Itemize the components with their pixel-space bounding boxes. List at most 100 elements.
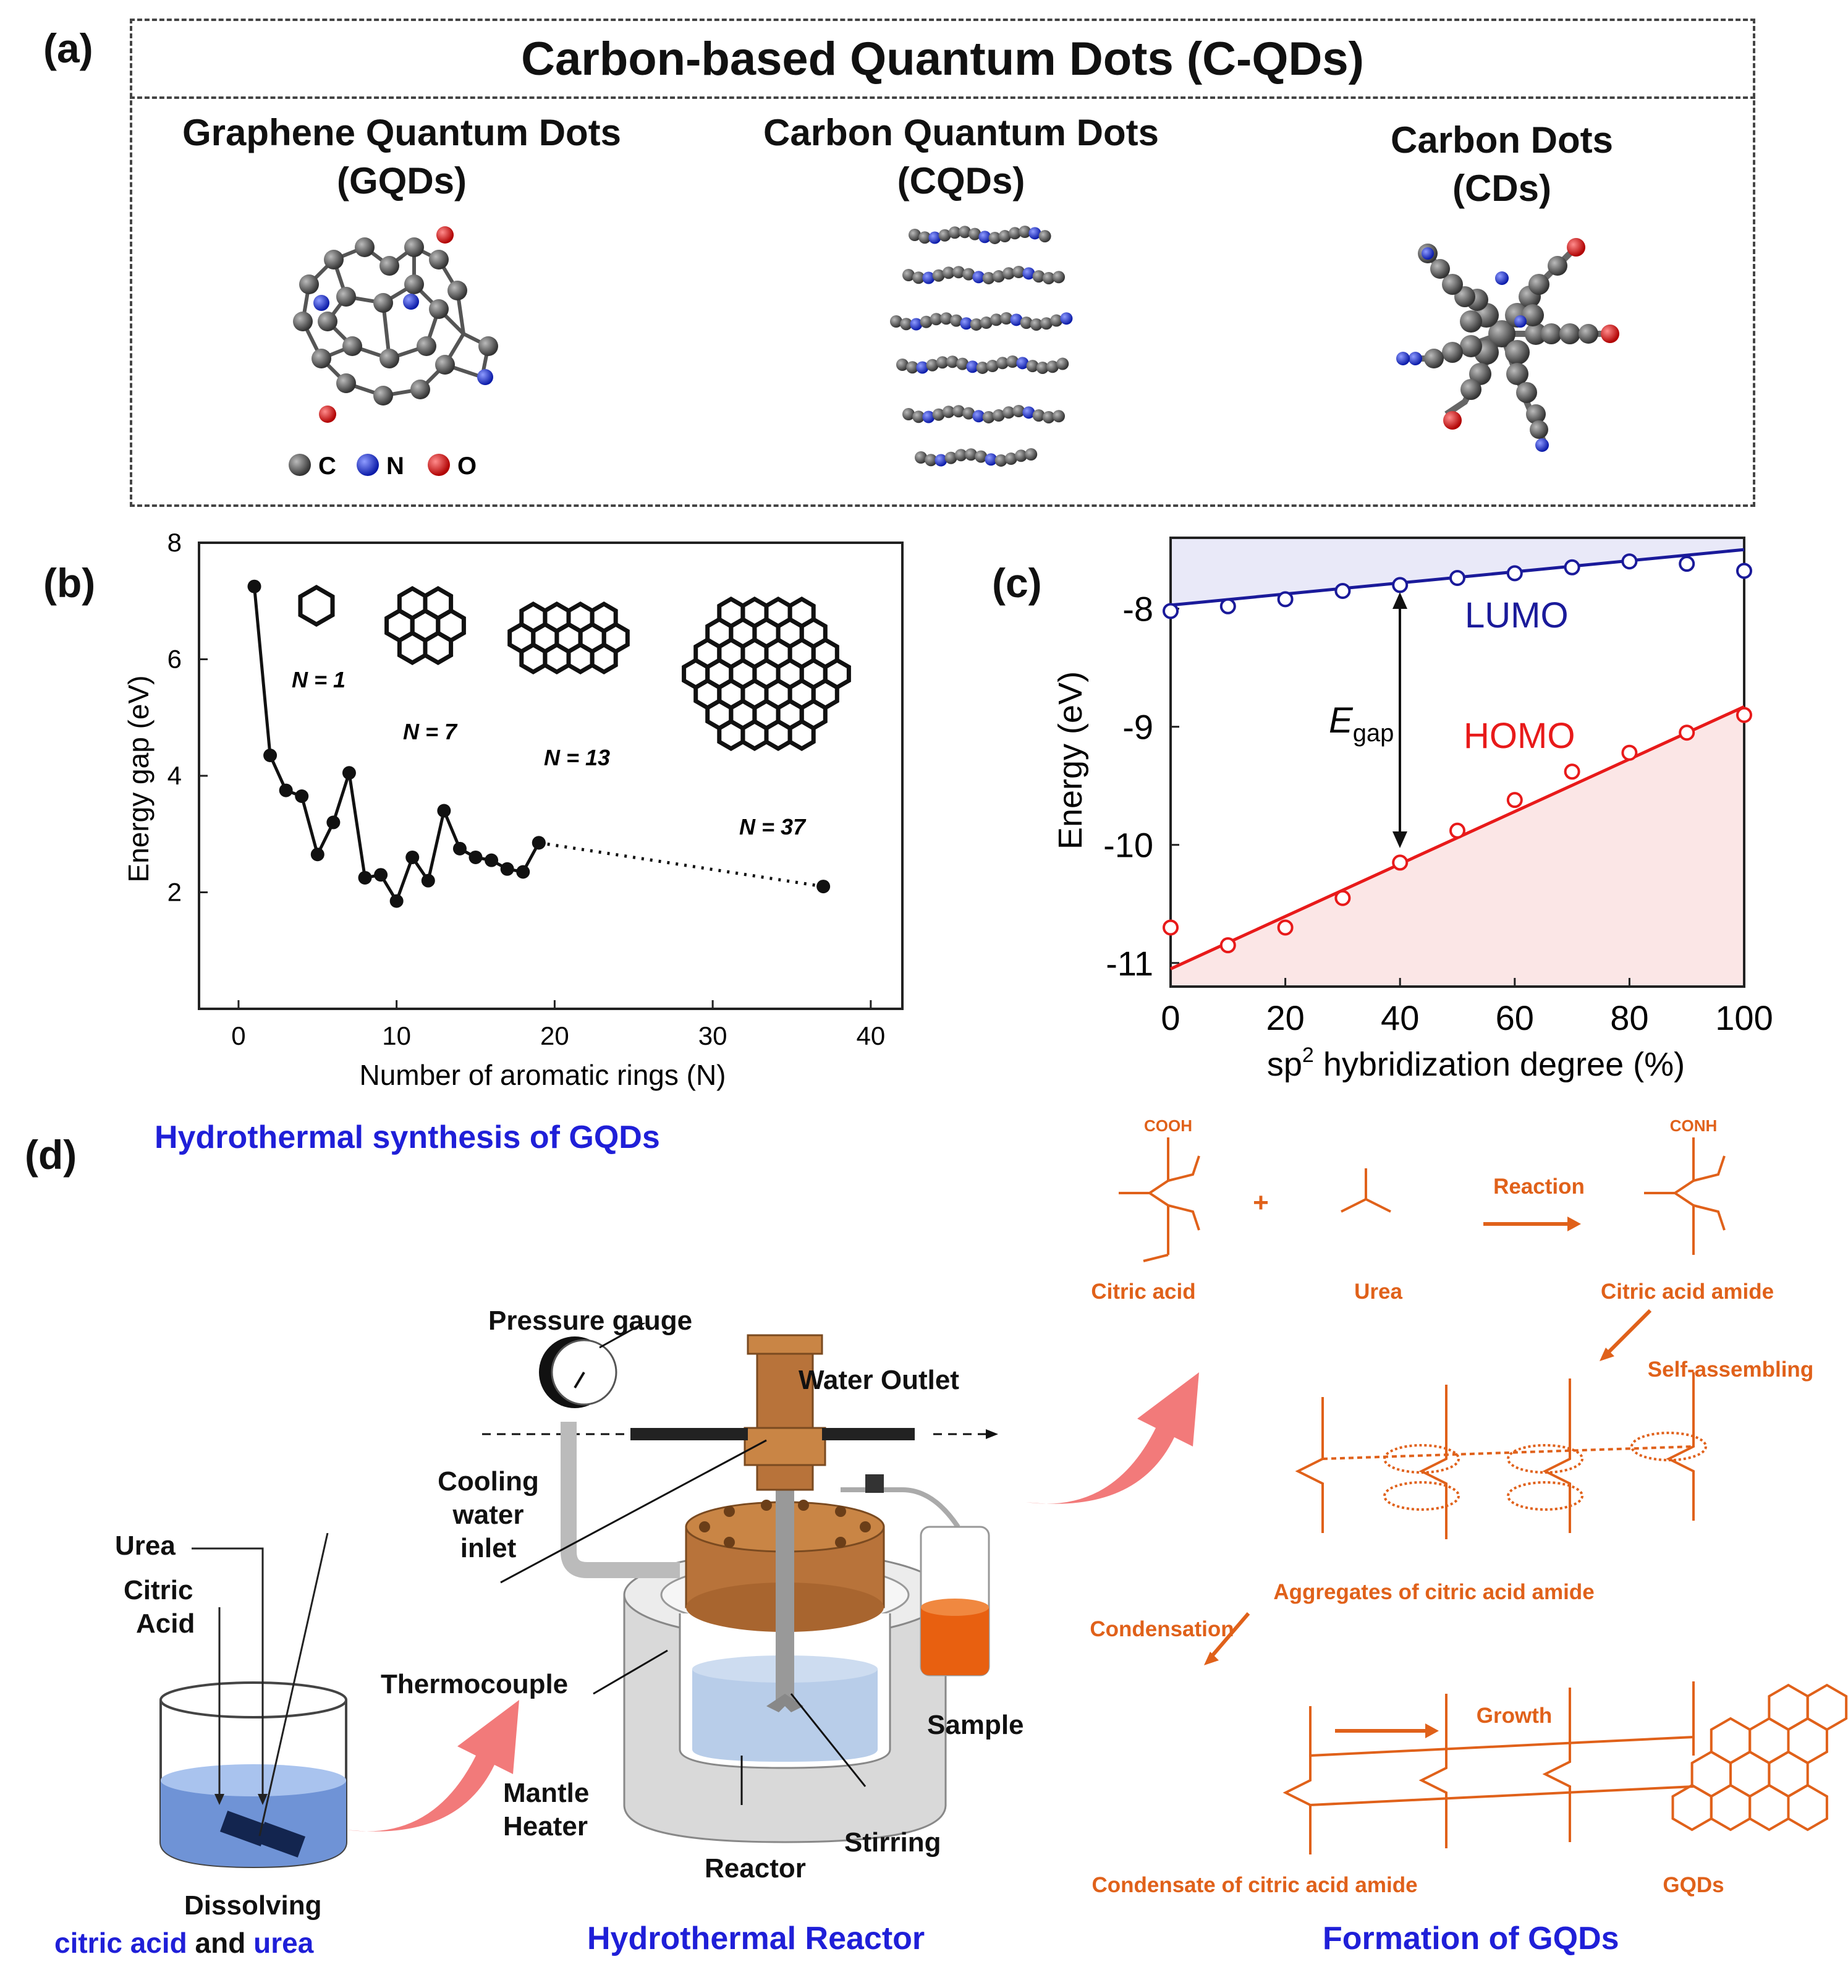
gqds-title: Graphene Quantum Dots (GQDs): [111, 109, 692, 205]
chart-b-point: [389, 894, 404, 908]
label-mantle-line2: Heater: [503, 1811, 588, 1841]
oxygen-legend-label: O: [457, 452, 477, 480]
chart-c-point-lumo: [1392, 577, 1409, 593]
cqds-title-line2: (CQDs): [897, 160, 1025, 202]
chart-b-frame: [198, 542, 904, 1010]
chart-c-point-homo: [1564, 763, 1580, 780]
cqds-title-line1: Carbon Quantum Dots: [763, 112, 1159, 153]
chart-b-point: [437, 804, 451, 818]
label-pressure-gauge: Pressure gauge: [488, 1306, 693, 1336]
chart-c-point-lumo: [1334, 582, 1351, 599]
chart-c-point-lumo: [1679, 556, 1695, 572]
chart-b-xtick-label: 10: [382, 1021, 411, 1050]
chart-c-xlabel: sp2 hybridization degree (%): [1267, 1043, 1685, 1083]
chart-c-point-homo: [1679, 724, 1695, 741]
cqd-layer: [890, 312, 1073, 331]
chart-b-point: [295, 789, 309, 803]
ring-label-n7: N = 7: [403, 719, 458, 744]
dissolving-caption: citric acid and urea: [54, 1926, 313, 1960]
chart-b-ytick-label: 4: [167, 761, 182, 790]
chart-b-series-dotted: [538, 841, 824, 888]
chart-b-xtick-label: 0: [231, 1021, 245, 1050]
chart-b-ytick-label: 6: [167, 645, 182, 674]
ring-cluster-n1: [298, 584, 335, 627]
chart-b-xtick-label: 20: [540, 1021, 569, 1050]
chart-c-point-homo: [1736, 707, 1752, 723]
chem-citric-acid: Citric acid: [1091, 1280, 1196, 1304]
gqds-title-line2: (GQDs): [337, 160, 467, 202]
chart-b-point: [500, 862, 514, 876]
chart-c-ytick-label: -10: [1103, 826, 1153, 865]
cqd-layers-illustration: [890, 226, 1073, 467]
chart-b-ylabel: Energy gap (eV): [122, 676, 155, 883]
panel-d-label: (d): [25, 1132, 77, 1178]
citric-acid-amide-conh-label: CONH: [1670, 1116, 1718, 1135]
cd-branched-illustration: [1396, 238, 1619, 452]
chart-b-point: [326, 815, 341, 830]
chart-b-series-solid: [253, 586, 541, 905]
nitrogen-legend-dot: [357, 454, 379, 476]
chart-b-xlabel: Number of aromatic rings (N): [359, 1059, 726, 1091]
oxygen-legend-dot: [428, 454, 450, 476]
flow-arrow-2: [1026, 1372, 1199, 1504]
gqd-hexagon: [1710, 1783, 1752, 1832]
panel-a-frame: [130, 19, 1755, 507]
cqd-layer: [915, 448, 1038, 467]
lumo-label: LUMO: [1465, 595, 1569, 635]
chart-c-point-lumo: [1449, 569, 1465, 586]
chem-gqds: GQDs: [1663, 1873, 1724, 1897]
ring-label-n37: N = 37: [739, 814, 807, 839]
nitrogen-legend-label: N: [386, 452, 404, 480]
citric-acid-cooh-label: COOH: [1144, 1116, 1192, 1135]
chart-b-point: [358, 870, 372, 885]
gqd-molecule-illustration: [293, 226, 498, 423]
reactor-caption: Hydrothermal Reactor: [587, 1921, 925, 1956]
chart-c-xtick-label: 60: [1496, 998, 1534, 1037]
atom-legend-dots: C N O: [289, 452, 477, 480]
chart-c-xtick-label: 0: [1161, 998, 1180, 1037]
gqd-hexagon: [1748, 1783, 1790, 1832]
chart-c-xtick-label: 40: [1381, 998, 1419, 1037]
chart-c-ylabel: Energy (eV): [1052, 671, 1089, 849]
cqd-layer: [909, 226, 1051, 244]
label-stirring: Stirring: [844, 1827, 941, 1858]
chart-c-point-lumo: [1506, 565, 1523, 582]
chart-c-point-homo: [1277, 919, 1294, 936]
dissolving-label: Dissolving: [184, 1890, 322, 1921]
chart-c-point-homo: [1219, 937, 1236, 954]
cqd-layer: [896, 355, 1069, 374]
chart-c-point-lumo: [1163, 603, 1179, 619]
panel-a-title: Carbon-based Quantum Dots (C-QDs): [521, 33, 1364, 85]
chart-c-point-homo: [1449, 822, 1465, 839]
carbon-legend-dot: [289, 454, 311, 476]
beaker-illustration: [159, 1533, 347, 1869]
chem-urea: Urea: [1354, 1280, 1402, 1304]
chem-condensation: Condensation: [1090, 1617, 1234, 1641]
label-cooling-line3: inlet: [460, 1533, 517, 1563]
chart-c-ytick-label: -11: [1106, 944, 1153, 983]
chart-c-point-lumo: [1277, 591, 1294, 608]
chart-b-point: [310, 847, 324, 862]
chart-c-frame: [1169, 537, 1745, 988]
gqd-formation-scheme: COOH CONH +: [1119, 1116, 1848, 1854]
label-water-outlet: Water Outlet: [799, 1365, 959, 1395]
cds-title-line1: Carbon Dots: [1391, 119, 1613, 161]
chart-b-point: [816, 880, 831, 894]
ring-cluster-n7: [384, 585, 466, 666]
chart-b: 0 10 20 30 40 2 4 6 8 Number of aromatic rings (…: [122, 528, 904, 1091]
label-thermocouple: Thermocouple: [381, 1669, 569, 1699]
chart-b-xtick-label: 40: [856, 1021, 885, 1050]
egap-label: Egap: [1329, 700, 1394, 747]
label-cooling-water-inlet: Cooling water inlet: [426, 1465, 550, 1565]
beaker-pointer-lines: [192, 1547, 268, 1805]
homo-region: [1171, 707, 1744, 987]
chart-b-point: [452, 841, 467, 856]
ring-label-n13: N = 13: [544, 745, 610, 770]
gqd-hexagon: [1671, 1783, 1713, 1832]
chart-c-point-homo: [1334, 890, 1351, 906]
dissolving-and: and: [187, 1927, 254, 1959]
gqd-hexagon: [1787, 1783, 1828, 1832]
hydrothermal-reactor-illustration: [482, 1323, 998, 1843]
beaker-label-citric-acid: Citric Acid: [124, 1574, 195, 1641]
beaker-label-citric-line2: Acid: [136, 1608, 195, 1639]
